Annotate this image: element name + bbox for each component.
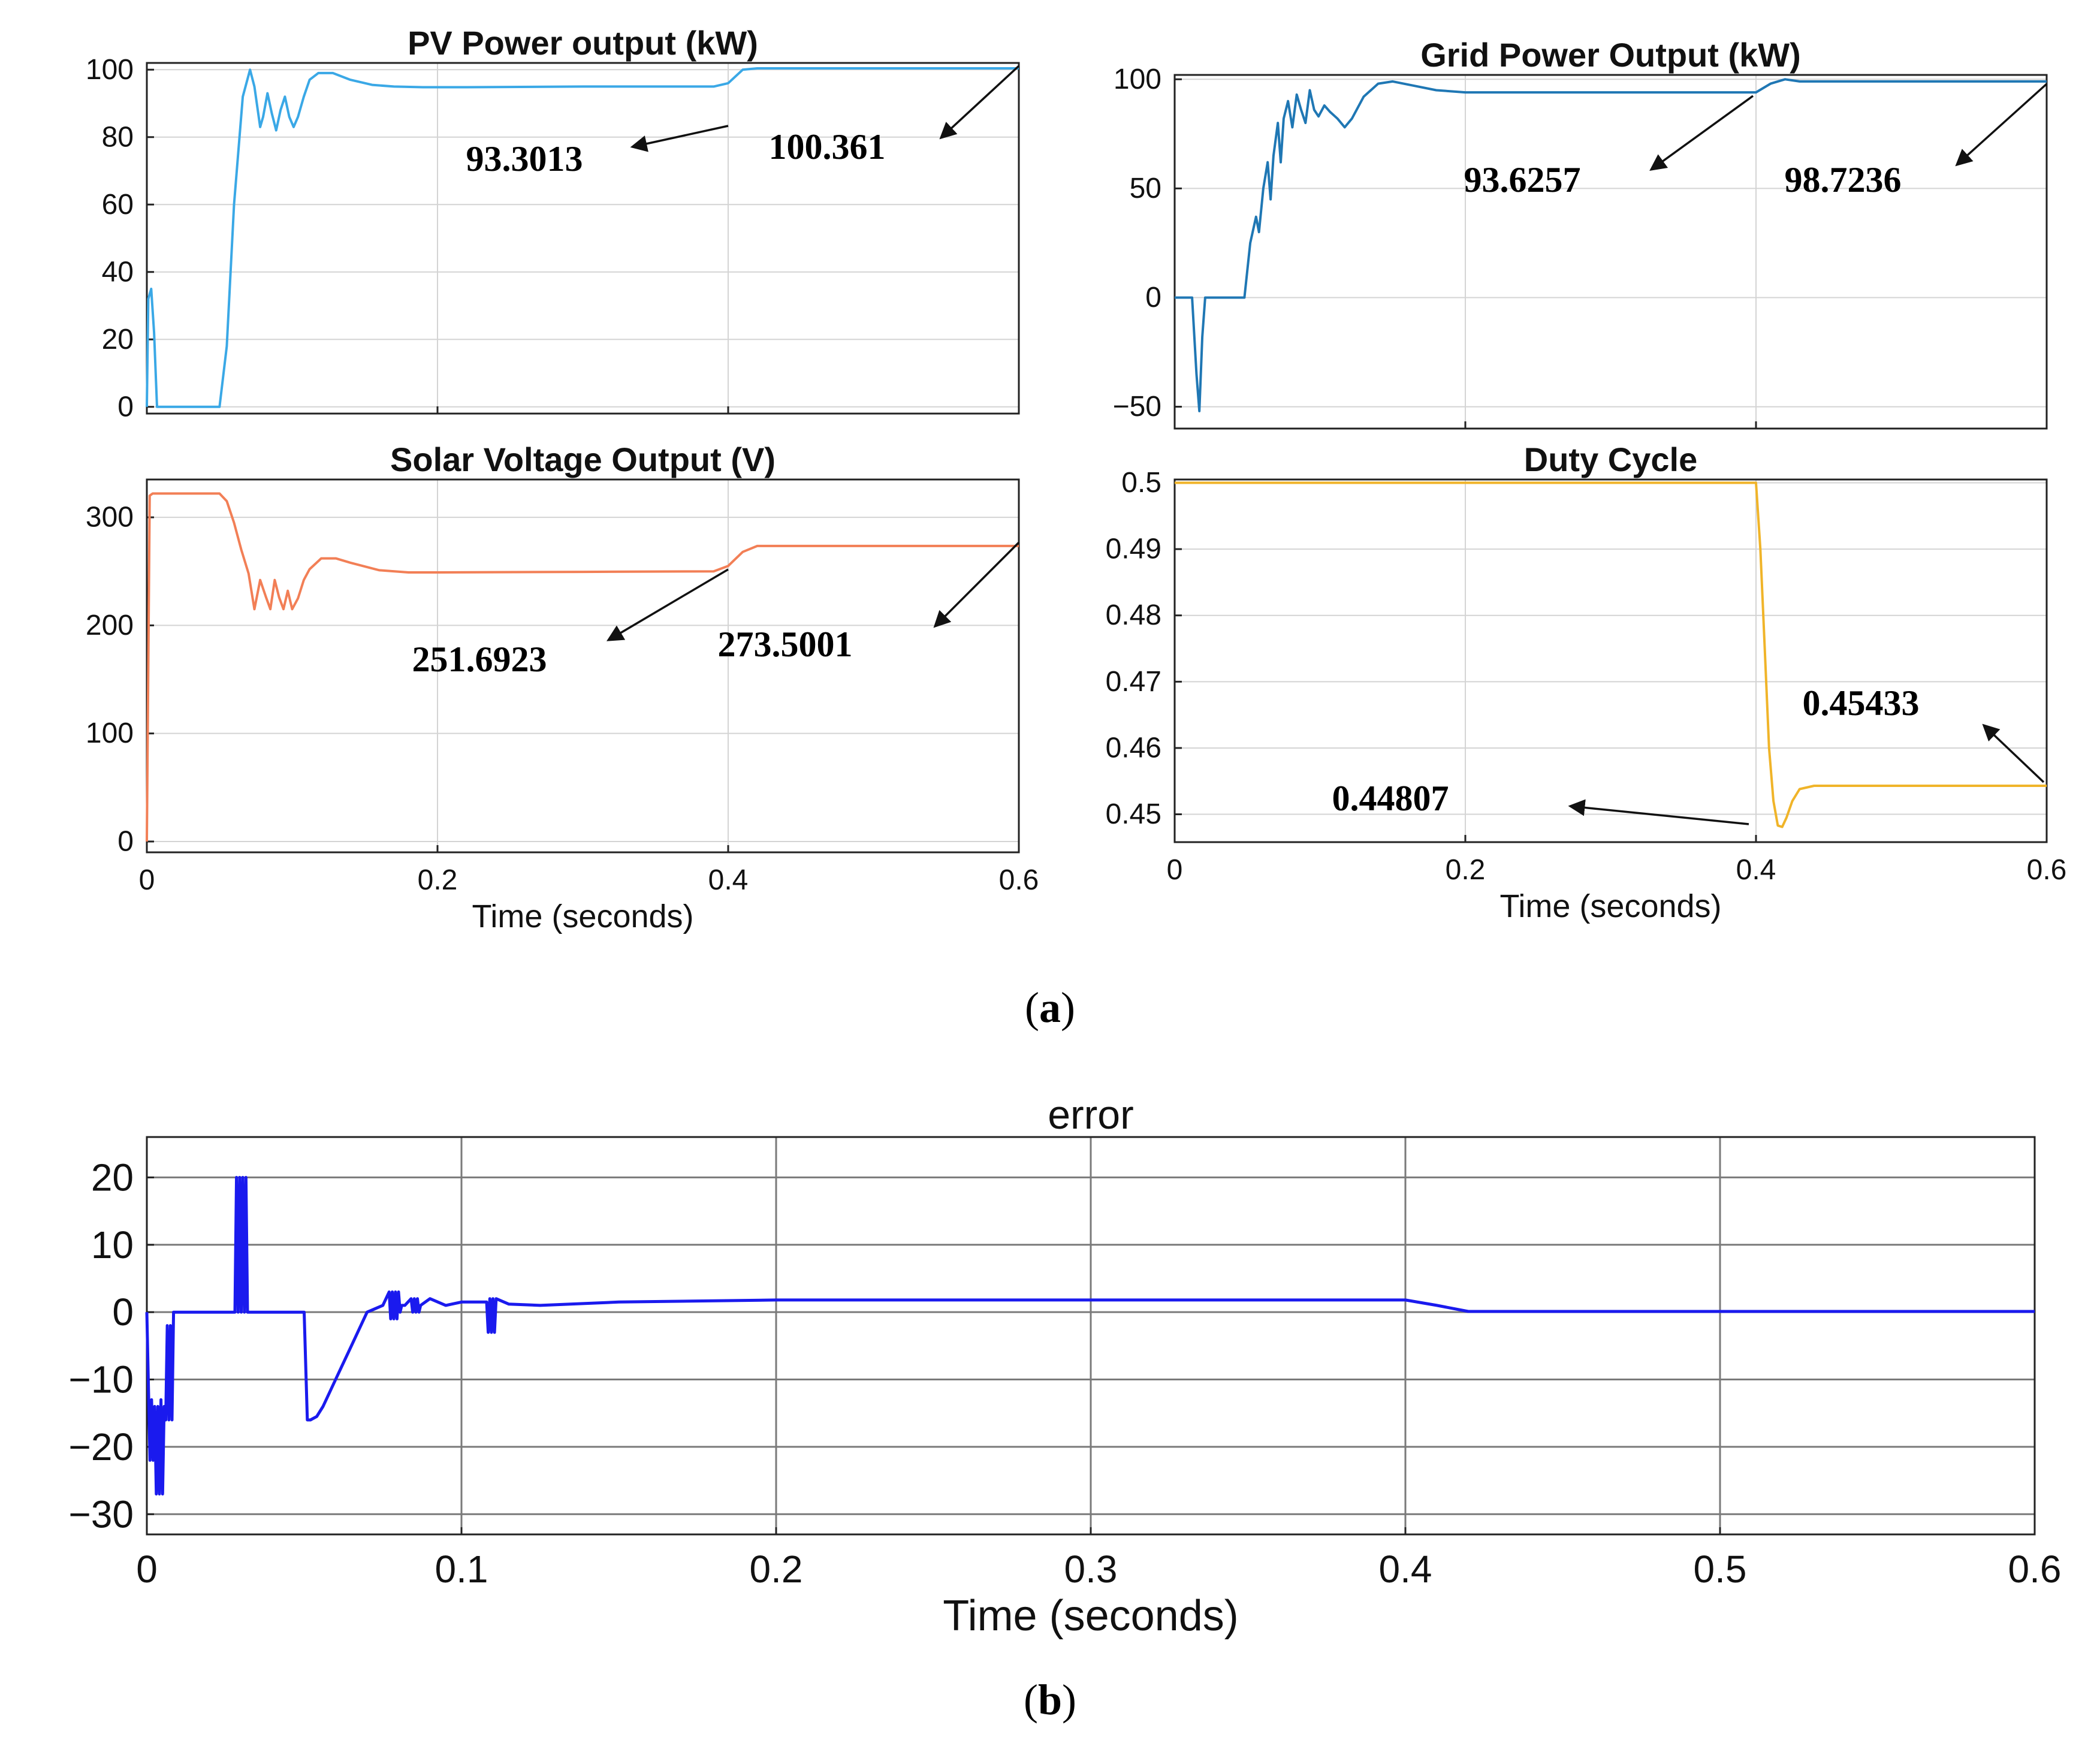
x-tick-label: 0.6 <box>999 864 1039 896</box>
axes-box <box>146 478 1020 854</box>
y-tick-label: 0.5 <box>1121 467 1161 499</box>
axes-box <box>1173 478 2048 843</box>
data-label: 0.44807 <box>1332 779 1449 818</box>
y-tick-label: 0.48 <box>1106 599 1161 631</box>
annotation-arrow <box>630 125 729 152</box>
x-tick-label: 0.2 <box>1446 854 1486 886</box>
x-tick-label: 0.6 <box>2008 1548 2062 1591</box>
x-tick-label: 0.4 <box>708 864 749 896</box>
x-tick-label: 0.4 <box>1379 1548 1432 1591</box>
series-line <box>146 492 1019 842</box>
error-chart: −30 −20 −10 0 10 20 0 0.1 0.2 0.3 0.4 0.5 0.6 error Ti… <box>68 1092 2061 1640</box>
chart-title: Grid Power Output (kW) <box>1420 36 1801 74</box>
x-tick-label: 0 <box>136 1548 158 1591</box>
x-tick-label: 0.2 <box>750 1548 803 1591</box>
data-label: 100.361 <box>769 127 886 167</box>
y-tick-label: −50 <box>1113 391 1161 423</box>
x-tick-label: 0.6 <box>2027 854 2067 886</box>
annotation-arrow <box>1982 723 2045 783</box>
x-tick-label: 0.2 <box>418 864 458 896</box>
duty-cycle-chart: 0.45 0.46 0.47 0.48 0.49 0.5 0 0.2 0.4 0.6 Duty Cy… <box>1106 441 2067 924</box>
x-axis-label: Time (seconds) <box>1499 888 1721 924</box>
y-tick-label: 300 <box>86 502 134 533</box>
annotation-arrow <box>606 568 729 641</box>
x-tick-label: 0.1 <box>435 1548 488 1591</box>
chart-title: Solar Voltage Output (V) <box>390 441 776 478</box>
y-tick-label: 100 <box>86 54 134 86</box>
annotation-arrow <box>933 541 1020 628</box>
data-label: 251.6923 <box>412 640 547 679</box>
y-tick-label: 100 <box>86 717 134 749</box>
y-tick-label: 20 <box>102 324 134 355</box>
annotation-arrow <box>1568 799 1749 825</box>
y-tick-label: 200 <box>86 610 134 641</box>
series-line <box>1175 78 2047 412</box>
y-tick-label: 0.49 <box>1106 533 1161 565</box>
y-tick-label: 0 <box>1145 282 1161 313</box>
series-line <box>146 67 1019 408</box>
x-axis-label: Time (seconds) <box>472 898 693 934</box>
y-tick-label: 10 <box>91 1223 134 1266</box>
y-tick-label: 0.47 <box>1106 666 1161 698</box>
y-tick-label: 60 <box>102 189 134 221</box>
x-tick-label: 0.5 <box>1694 1548 1747 1591</box>
y-tick-label: 80 <box>102 121 134 153</box>
x-tick-label: 0.3 <box>1064 1548 1118 1591</box>
data-label: 93.3013 <box>466 139 583 179</box>
x-tick-label: 0 <box>1167 854 1183 886</box>
y-tick-label: 0.45 <box>1106 798 1161 830</box>
solar-voltage-chart: 0 100 200 300 0 0.2 0.4 0.6 Solar Voltage Output… <box>86 441 1039 934</box>
annotation-arrow <box>939 65 1020 140</box>
data-label: 93.6257 <box>1464 160 1581 200</box>
axes-box <box>146 62 1020 415</box>
pv-power-chart: 0 20 40 60 80 100 PV Power output (kW) 93.3013 1… <box>86 24 1020 423</box>
annotation-arrow <box>1955 83 2048 167</box>
x-tick-label: 0 <box>139 864 155 896</box>
chart-title: PV Power output (kW) <box>408 24 758 62</box>
data-label: 273.5001 <box>718 625 853 664</box>
data-label: 98.7236 <box>1785 160 1902 200</box>
series-line <box>1175 481 2047 828</box>
series-line <box>145 1175 2035 1496</box>
y-tick-label: −10 <box>68 1358 134 1401</box>
caption-b: (b) <box>1024 1676 1076 1724</box>
caption-a: (a) <box>1025 984 1075 1032</box>
annotation-arrow <box>1649 95 1754 171</box>
y-tick-label: −20 <box>68 1425 134 1468</box>
grid-power-chart: −50 0 50 100 Grid Power Output (kW) 93.6257 98… <box>1113 36 2048 430</box>
y-tick-label: 0.46 <box>1106 732 1161 764</box>
x-axis-label: Time (seconds) <box>943 1592 1238 1640</box>
y-tick-label: 100 <box>1114 64 1161 95</box>
y-tick-label: 0 <box>117 391 134 423</box>
chart-title: Duty Cycle <box>1524 441 1697 478</box>
data-label: 0.45433 <box>1803 683 1920 723</box>
y-tick-label: 0 <box>117 825 134 857</box>
y-tick-label: 40 <box>102 256 134 288</box>
y-tick-label: 50 <box>1130 173 1161 204</box>
y-tick-label: 0 <box>112 1290 134 1334</box>
axes-box <box>1173 74 2048 430</box>
y-tick-label: 20 <box>91 1156 134 1199</box>
chart-title: error <box>1048 1092 1134 1138</box>
y-tick-label: −30 <box>68 1492 134 1536</box>
x-tick-label: 0.4 <box>1736 854 1776 886</box>
